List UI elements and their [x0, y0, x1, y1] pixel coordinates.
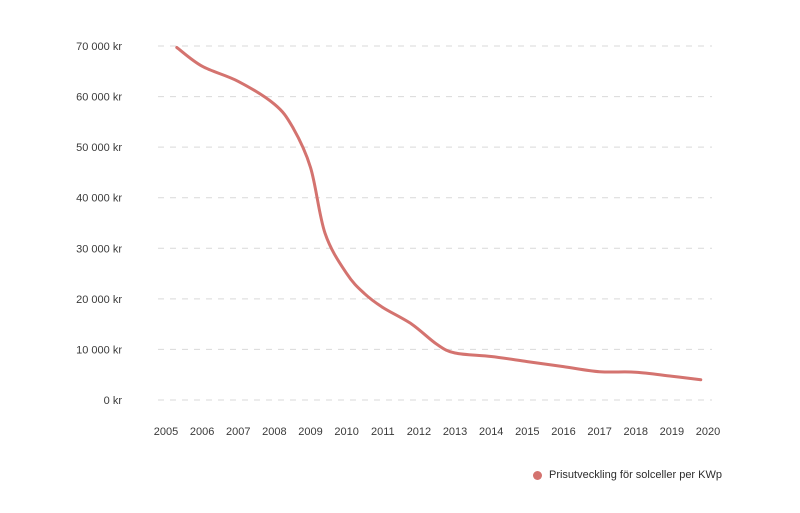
- x-tick-label: 2005: [154, 426, 178, 438]
- legend-label: Prisutveckling för solceller per KWp: [548, 469, 722, 481]
- x-axis: 2005 2006 2007 2008 2009 2010 2011 2012 2013 2014…: [154, 426, 720, 438]
- y-tick-label: 40 000 kr: [76, 193, 122, 205]
- y-tick-label: 10 000 kr: [76, 344, 122, 356]
- x-tick-label: 2011: [371, 426, 395, 438]
- chart-legend: Prisutveckling för solceller per KWp: [532, 469, 722, 481]
- y-tick-label: 70 000 kr: [76, 41, 122, 53]
- y-axis: 0 kr 10 000 kr 20 000 kr 30 000 kr 40 000 kr…: [76, 41, 122, 407]
- x-tick-label: 2013: [443, 426, 467, 438]
- x-tick-label: 2006: [190, 426, 214, 438]
- x-tick-label: 2012: [407, 426, 431, 438]
- x-tick-label: 2018: [623, 426, 647, 438]
- x-tick-label: 2015: [515, 426, 539, 438]
- x-tick-label: 2017: [587, 426, 611, 438]
- y-tick-label: 50 000 kr: [76, 142, 122, 154]
- x-tick-label: 2009: [298, 426, 322, 438]
- plot-area: [175, 46, 703, 382]
- y-tick-label: 30 000 kr: [76, 243, 122, 255]
- grid-lines: [158, 45, 712, 401]
- x-tick-label: 2016: [551, 426, 575, 438]
- y-tick-label: 60 000 kr: [76, 92, 122, 104]
- legend-marker: [532, 470, 542, 480]
- y-tick-label: 20 000 kr: [76, 294, 122, 306]
- x-tick-label: 2020: [696, 426, 720, 438]
- x-tick-label: 2008: [262, 426, 286, 438]
- x-tick-label: 2010: [334, 426, 358, 438]
- y-tick-label: 0 kr: [104, 395, 123, 407]
- x-tick-label: 2014: [479, 426, 503, 438]
- x-tick-label: 2019: [660, 426, 684, 438]
- series-line: [175, 46, 703, 382]
- x-tick-label: 2007: [226, 426, 250, 438]
